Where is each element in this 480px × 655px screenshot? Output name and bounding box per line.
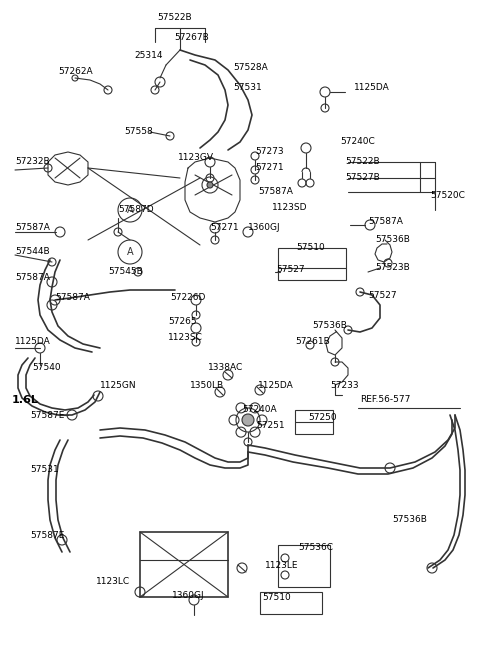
Text: 57531: 57531: [30, 466, 59, 474]
Text: 57587E: 57587E: [30, 531, 64, 540]
Text: 57250: 57250: [308, 413, 336, 422]
Text: 57545B: 57545B: [108, 267, 143, 276]
Text: 57587D: 57587D: [118, 206, 154, 214]
Text: 57536B: 57536B: [392, 515, 427, 525]
Text: 57233: 57233: [330, 381, 359, 390]
Text: 57558: 57558: [124, 128, 153, 136]
Text: 57527: 57527: [276, 265, 305, 274]
Text: 1123SC: 1123SC: [168, 333, 203, 343]
Text: A: A: [127, 247, 133, 257]
Text: 1360GJ: 1360GJ: [248, 223, 281, 233]
Text: 57528A: 57528A: [233, 64, 268, 73]
Text: 57251: 57251: [256, 421, 285, 430]
Text: 57240C: 57240C: [340, 138, 375, 147]
Text: 1125DA: 1125DA: [354, 83, 390, 92]
Text: 57273: 57273: [255, 147, 284, 157]
Bar: [140, 532, 228, 597]
Text: 57536B: 57536B: [312, 320, 347, 329]
Text: 1338AC: 1338AC: [208, 364, 243, 373]
Text: 1125DA: 1125DA: [258, 381, 294, 390]
Text: 57271: 57271: [210, 223, 239, 233]
Text: 57240A: 57240A: [242, 405, 276, 415]
Text: A: A: [127, 205, 133, 215]
Bar: [278, 248, 346, 280]
Text: 1350LB: 1350LB: [190, 381, 224, 390]
Text: 57587A: 57587A: [368, 217, 403, 227]
Text: 1360GJ: 1360GJ: [172, 591, 204, 599]
Text: 57267B: 57267B: [175, 33, 209, 43]
Text: 25314: 25314: [134, 50, 163, 60]
Bar: [278, 545, 330, 587]
Text: 1125DA: 1125DA: [15, 337, 51, 346]
Text: 57587A: 57587A: [15, 274, 50, 282]
Text: 57520C: 57520C: [430, 191, 465, 200]
Text: 57540: 57540: [32, 364, 60, 373]
Text: 57536B: 57536B: [375, 236, 410, 244]
Text: 57587A: 57587A: [258, 187, 293, 196]
Text: 57271: 57271: [255, 164, 284, 172]
Text: 57544B: 57544B: [15, 248, 49, 257]
Text: 57527: 57527: [368, 291, 396, 299]
Text: 1125GN: 1125GN: [100, 381, 137, 390]
Text: 1123LE: 1123LE: [265, 561, 299, 569]
Text: 57262A: 57262A: [58, 67, 93, 77]
Text: 57510: 57510: [296, 244, 325, 252]
Text: 57587A: 57587A: [55, 293, 90, 303]
Text: 57531: 57531: [233, 83, 262, 92]
Text: 57536C: 57536C: [298, 544, 333, 553]
Text: 57226D: 57226D: [170, 293, 205, 303]
Text: 1123SD: 1123SD: [272, 204, 308, 212]
Circle shape: [207, 182, 213, 188]
Text: 57527B: 57527B: [345, 174, 380, 183]
Bar: [295, 410, 333, 434]
Text: 57265: 57265: [168, 318, 197, 326]
Text: 57510: 57510: [262, 593, 291, 603]
Text: 1.6L: 1.6L: [12, 395, 39, 405]
Text: REF.56-577: REF.56-577: [360, 396, 410, 405]
Text: 57587E: 57587E: [30, 411, 64, 419]
Text: 57232B: 57232B: [15, 157, 49, 166]
Circle shape: [242, 414, 254, 426]
Text: 57522B: 57522B: [345, 157, 380, 166]
Text: 1123GV: 1123GV: [178, 153, 214, 162]
Text: 1123LC: 1123LC: [96, 578, 130, 586]
Bar: [260, 592, 322, 614]
Text: 57523B: 57523B: [375, 263, 410, 272]
Text: 57522B: 57522B: [158, 14, 192, 22]
Text: 57261B: 57261B: [295, 337, 330, 346]
Text: 57587A: 57587A: [15, 223, 50, 233]
